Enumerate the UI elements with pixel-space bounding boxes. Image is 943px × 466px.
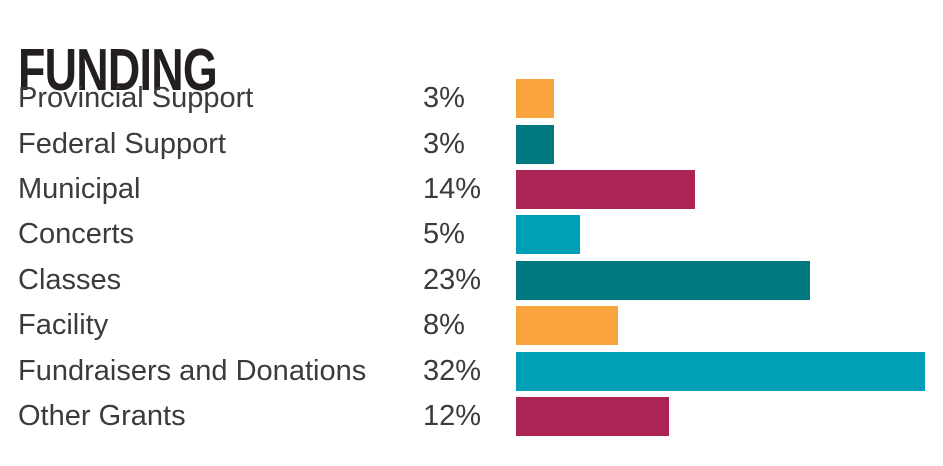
- row-label: Federal Support: [18, 127, 226, 160]
- row-value: 3%: [423, 82, 465, 115]
- chart-row: Other Grants 12%: [0, 394, 943, 439]
- row-bar: [516, 396, 670, 436]
- row-label: Classes: [18, 263, 122, 296]
- row-bar: [516, 215, 580, 255]
- row-label: Municipal: [18, 172, 141, 205]
- row-label: Facility: [18, 309, 109, 342]
- row-value: 5%: [423, 218, 465, 251]
- row-bar: [516, 351, 925, 391]
- chart-row: Federal Support 3%: [0, 121, 943, 166]
- row-value: 12%: [423, 399, 482, 432]
- chart-row: Fundraisers and Donations 32%: [0, 348, 943, 393]
- funding-bar-chart: Provincial Support 3% Federal Support 3%…: [0, 76, 943, 439]
- row-label: Provincial Support: [18, 82, 254, 115]
- row-bar: [516, 169, 695, 209]
- chart-row: Facility 8%: [0, 303, 943, 348]
- row-value: 8%: [423, 309, 465, 342]
- row-bar: [516, 124, 555, 164]
- chart-row: Provincial Support 3%: [0, 76, 943, 121]
- chart-row: Concerts 5%: [0, 212, 943, 257]
- row-value: 3%: [423, 127, 465, 160]
- row-bar: [516, 260, 810, 300]
- row-label: Fundraisers and Donations: [18, 354, 367, 387]
- chart-row: Municipal 14%: [0, 167, 943, 212]
- row-value: 14%: [423, 172, 482, 205]
- row-label: Other Grants: [18, 399, 186, 432]
- row-bar: [516, 306, 619, 346]
- chart-title: FUNDING: [18, 36, 218, 103]
- row-label: Concerts: [18, 218, 135, 251]
- row-bar: [516, 79, 555, 119]
- chart-row: Classes 23%: [0, 258, 943, 303]
- row-value: 23%: [423, 263, 482, 296]
- row-value: 32%: [423, 354, 482, 387]
